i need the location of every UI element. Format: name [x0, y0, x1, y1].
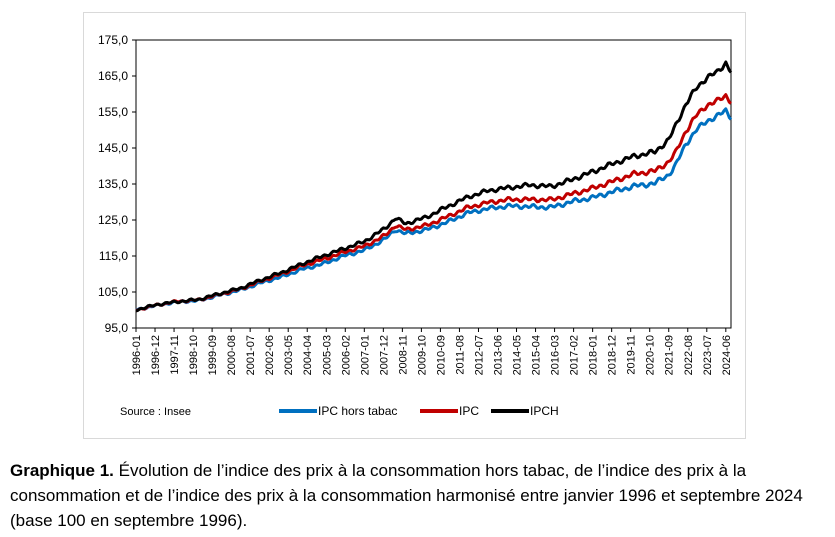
caption-label: Graphique 1.	[10, 461, 114, 480]
x-tick-label: 1998-10	[188, 335, 200, 375]
x-tick-label: 2013-06	[492, 335, 504, 375]
legend-label: IPCH	[530, 404, 559, 418]
x-tick-label: 2005-03	[321, 335, 333, 375]
x-tick-label: 2020-10	[645, 335, 657, 375]
y-tick-label: 145,0	[98, 141, 128, 155]
legend-label: IPC	[459, 404, 479, 418]
y-tick-label: 135,0	[98, 177, 128, 191]
x-tick-label: 1999-09	[207, 335, 219, 375]
series-line	[135, 93, 732, 312]
x-tick-label: 2002-06	[264, 335, 276, 375]
x-tick-label: 2018-01	[588, 335, 600, 375]
x-tick-label: 2021-09	[664, 335, 676, 375]
y-tick-label: 115,0	[99, 249, 128, 263]
x-tick-label: 2019-11	[626, 335, 638, 375]
x-tick-label: 2000-08	[226, 335, 238, 375]
series-line	[135, 107, 733, 312]
x-tick-label: 2007-01	[359, 335, 371, 375]
x-tick-label: 2015-04	[531, 335, 543, 375]
chart-frame: 95,0 105,0 115,0 125,0 135,0 145,0 155,0 165,0 1…	[83, 12, 746, 439]
x-tick-label: 2012-07	[473, 335, 485, 375]
source-note: Source : Insee	[120, 406, 191, 418]
x-tick-label: 1997-11	[169, 335, 181, 375]
x-tick-label: 2006-02	[340, 335, 352, 375]
x-tick-label: 2024-06	[721, 335, 733, 375]
y-tick-label: 95,0	[105, 321, 129, 335]
y-tick-label: 155,0	[98, 105, 128, 119]
x-tick-label: 2004-04	[302, 335, 314, 375]
x-tick-label: 2010-09	[435, 335, 447, 375]
line-chart: 95,0 105,0 115,0 125,0 135,0 145,0 155,0 165,0 1…	[98, 33, 733, 418]
y-tick-label: 165,0	[98, 69, 128, 83]
legend-label: IPC hors tabac	[318, 404, 397, 418]
y-tick-label: 125,0	[98, 213, 128, 227]
x-tick-label: 2003-05	[283, 335, 295, 375]
figure-caption: Graphique 1. Évolution de l’indice des p…	[10, 458, 825, 533]
series-line	[135, 60, 733, 313]
x-tick-label: 2011-08	[454, 335, 466, 375]
x-tick-label: 2022-08	[683, 335, 695, 375]
x-tick-label: 2001-07	[245, 335, 257, 375]
x-tick-label: 2009-10	[416, 335, 428, 375]
y-tick-label: 105,0	[98, 285, 128, 299]
x-tick-label: 1996-12	[150, 335, 162, 375]
x-tick-label: 2016-03	[550, 335, 562, 375]
x-tick-label: 2023-07	[702, 335, 714, 375]
x-tick-label: 2008-11	[397, 335, 409, 375]
x-tick-label: 2017-02	[569, 335, 581, 375]
x-tick-label: 2018-12	[607, 335, 619, 375]
caption-text: Évolution de l’indice des prix à la cons…	[10, 461, 803, 530]
x-tick-label: 2007-12	[378, 335, 390, 375]
x-tick-label: 1996-01	[131, 335, 143, 375]
y-tick-label: 175,0	[98, 33, 128, 47]
x-tick-label: 2014-05	[512, 335, 524, 375]
